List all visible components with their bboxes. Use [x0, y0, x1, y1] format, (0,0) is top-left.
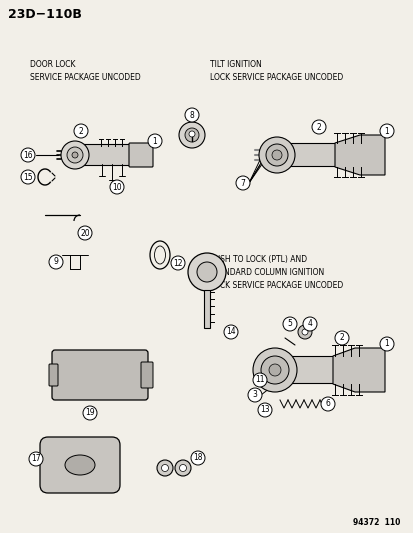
Circle shape — [334, 331, 348, 345]
Ellipse shape — [65, 455, 95, 475]
Circle shape — [188, 253, 225, 291]
Text: PUSH TO LOCK (PTL) AND
STANDARD COLUMN IGNITION
LOCK SERVICE PACKAGE UNCODED: PUSH TO LOCK (PTL) AND STANDARD COLUMN I… — [209, 255, 342, 290]
Text: 14: 14 — [225, 327, 235, 336]
Circle shape — [311, 120, 325, 134]
Text: 2: 2 — [78, 126, 83, 135]
Circle shape — [179, 464, 186, 472]
Text: 12: 12 — [173, 259, 182, 268]
Text: 9: 9 — [53, 257, 58, 266]
Circle shape — [247, 388, 261, 402]
Text: 15: 15 — [23, 173, 33, 182]
Circle shape — [260, 356, 288, 384]
Circle shape — [257, 403, 271, 417]
Circle shape — [235, 176, 249, 190]
Circle shape — [74, 124, 88, 138]
Text: 17: 17 — [31, 455, 41, 464]
Circle shape — [67, 147, 83, 163]
Circle shape — [223, 325, 237, 339]
Text: 6: 6 — [325, 400, 330, 408]
Text: 3: 3 — [252, 391, 257, 400]
Text: 19: 19 — [85, 408, 95, 417]
Text: 16: 16 — [23, 150, 33, 159]
Circle shape — [297, 325, 311, 339]
Circle shape — [29, 452, 43, 466]
FancyBboxPatch shape — [74, 144, 134, 166]
FancyBboxPatch shape — [49, 364, 58, 386]
Circle shape — [61, 141, 89, 169]
Text: 18: 18 — [193, 454, 202, 463]
Circle shape — [78, 226, 92, 240]
Circle shape — [266, 144, 287, 166]
Circle shape — [252, 348, 296, 392]
FancyBboxPatch shape — [275, 143, 338, 166]
Text: DOOR LOCK
SERVICE PACKAGE UNCODED: DOOR LOCK SERVICE PACKAGE UNCODED — [30, 60, 140, 82]
Circle shape — [320, 397, 334, 411]
Circle shape — [271, 150, 281, 160]
Text: 94372  110: 94372 110 — [352, 519, 399, 528]
Circle shape — [282, 317, 296, 331]
Circle shape — [301, 329, 307, 335]
Circle shape — [185, 108, 199, 122]
Text: 13: 13 — [259, 406, 269, 415]
Text: 7: 7 — [240, 179, 245, 188]
Text: 8: 8 — [189, 110, 194, 119]
Circle shape — [252, 373, 266, 387]
Polygon shape — [332, 348, 384, 392]
FancyBboxPatch shape — [40, 437, 120, 493]
Text: 2: 2 — [316, 123, 320, 132]
Circle shape — [110, 180, 124, 194]
Circle shape — [157, 460, 173, 476]
FancyBboxPatch shape — [129, 143, 153, 167]
Text: TILT IGNITION
LOCK SERVICE PACKAGE UNCODED: TILT IGNITION LOCK SERVICE PACKAGE UNCOD… — [209, 60, 342, 82]
FancyBboxPatch shape — [52, 350, 147, 400]
Text: 10: 10 — [112, 182, 121, 191]
Text: 4: 4 — [307, 319, 312, 328]
Text: 1: 1 — [152, 136, 157, 146]
Text: 11: 11 — [255, 376, 264, 384]
Circle shape — [21, 170, 35, 184]
Text: 1: 1 — [384, 126, 389, 135]
Circle shape — [83, 406, 97, 420]
FancyBboxPatch shape — [273, 357, 336, 384]
Bar — [204, 290, 209, 328]
Circle shape — [379, 337, 393, 351]
Circle shape — [171, 256, 185, 270]
Circle shape — [189, 131, 195, 137]
Circle shape — [175, 460, 190, 476]
Text: 1: 1 — [384, 340, 389, 349]
Text: 2: 2 — [339, 334, 344, 343]
Text: 5: 5 — [287, 319, 292, 328]
Circle shape — [49, 255, 63, 269]
Text: 23D−110B: 23D−110B — [8, 7, 82, 20]
Circle shape — [147, 134, 161, 148]
Circle shape — [190, 451, 204, 465]
Circle shape — [178, 122, 204, 148]
Circle shape — [259, 137, 294, 173]
Circle shape — [302, 317, 316, 331]
Circle shape — [379, 124, 393, 138]
FancyBboxPatch shape — [141, 362, 153, 388]
Circle shape — [72, 152, 78, 158]
Polygon shape — [334, 135, 384, 175]
Circle shape — [21, 148, 35, 162]
Circle shape — [161, 464, 168, 472]
Circle shape — [197, 262, 216, 282]
Circle shape — [268, 364, 280, 376]
Circle shape — [185, 128, 199, 142]
Text: 20: 20 — [80, 229, 90, 238]
